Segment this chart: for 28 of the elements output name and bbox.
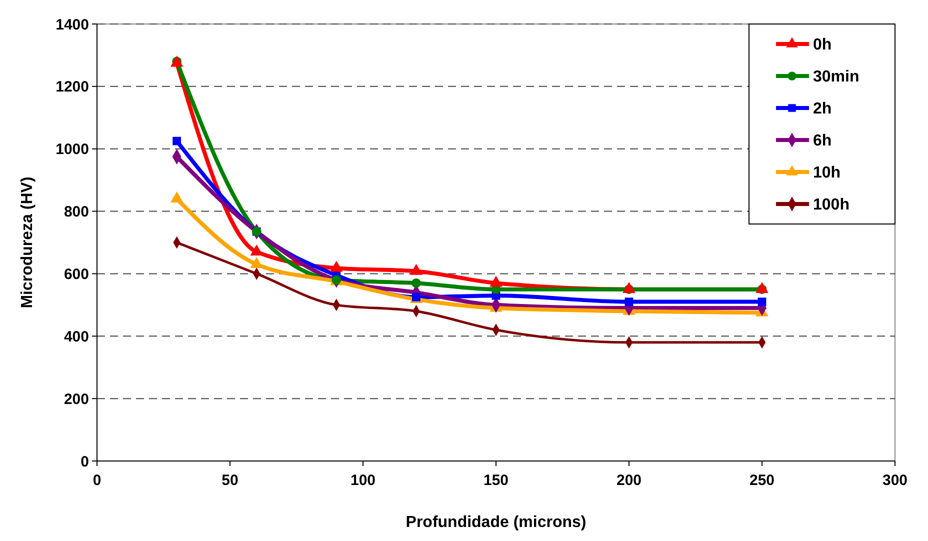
y-axis-title: Microdureza (HV) xyxy=(19,176,36,308)
x-tick-label: 300 xyxy=(882,472,908,489)
legend-label: 2h xyxy=(813,100,832,118)
point xyxy=(758,298,766,306)
y-tick-label: 200 xyxy=(64,390,89,408)
y-tick-label: 1200 xyxy=(56,78,89,96)
x-tick-label: 0 xyxy=(92,472,102,489)
point xyxy=(172,136,181,146)
x-tick-label: 200 xyxy=(616,472,642,489)
x-tick-label: 150 xyxy=(483,472,509,489)
y-tick-label: 600 xyxy=(64,266,89,283)
point xyxy=(411,278,421,288)
x-tick-label: 50 xyxy=(222,472,238,489)
x-tick-label: 250 xyxy=(749,472,775,489)
legend-label: 30min xyxy=(813,68,860,86)
legend-label: 100h xyxy=(813,196,850,214)
y-tick-label: 0 xyxy=(80,453,89,470)
y-tick-label: 400 xyxy=(64,328,89,346)
y-tick-label: 1400 xyxy=(56,16,89,34)
legend-label: 6h xyxy=(813,132,832,150)
legend-label: 0h xyxy=(813,36,832,54)
y-tick-label: 800 xyxy=(64,204,89,221)
x-tick-label: 100 xyxy=(350,472,376,489)
point xyxy=(412,292,420,302)
legend-label: 10h xyxy=(813,164,841,182)
y-tick-label: 1000 xyxy=(56,141,89,158)
point xyxy=(624,298,634,306)
x-axis-title: Profundidade (microns) xyxy=(406,514,586,531)
